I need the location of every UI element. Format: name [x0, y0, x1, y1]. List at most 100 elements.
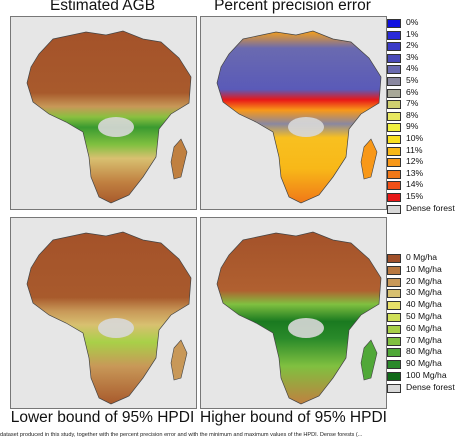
- legend-label: 10 Mg/ha: [406, 263, 442, 274]
- legend-label: 100 Mg/ha: [406, 370, 447, 380]
- legend-swatch: [387, 19, 401, 28]
- map-panel-lower-bound: [10, 217, 197, 409]
- legend-swatch: [387, 146, 401, 156]
- legend-label: 12%: [406, 156, 424, 167]
- legend-label: 90 Mg/ha: [406, 358, 442, 369]
- legend-item: 4%: [386, 63, 472, 76]
- legend-item: 0 Mg/ha: [386, 252, 472, 265]
- legend-swatch: [387, 289, 401, 299]
- legend-label: 15%: [406, 191, 424, 201]
- title-higher-bound-hpdi: Higher bound of 95% HPDI: [200, 409, 387, 426]
- legend-item: 10%: [386, 133, 472, 146]
- legend-item: 1%: [386, 28, 472, 42]
- legend-item: 7%: [386, 98, 472, 111]
- legend-swatch: [387, 265, 401, 275]
- legend-swatch: [387, 30, 401, 40]
- legend-swatch: [387, 65, 401, 75]
- legend-swatch: [387, 123, 401, 133]
- legend-swatch: [387, 181, 401, 191]
- legend-item: 9%: [386, 121, 472, 134]
- legend-label: 30 Mg/ha: [406, 287, 442, 298]
- africa-agb-map: [26, 30, 192, 204]
- legend-item: 6%: [386, 86, 472, 100]
- legend-swatch: [387, 277, 401, 287]
- legend-label: Dense forest: [406, 381, 455, 392]
- legend-item: Dense forest: [386, 381, 472, 395]
- legend-label: 60 Mg/ha: [406, 322, 442, 333]
- title-lower-bound-hpdi: Lower bound of 95% HPDI: [10, 409, 195, 426]
- legend-item: 0%: [386, 17, 472, 30]
- map-panel-percent-precision-error: [200, 16, 387, 210]
- figure-caption: dataset produced in this study, together…: [0, 432, 363, 438]
- legend-swatch: [387, 77, 401, 86]
- legend-label: 14%: [406, 179, 424, 190]
- legend-swatch: [387, 383, 401, 393]
- legend-swatch: [387, 360, 401, 370]
- legend-item: 70 Mg/ha: [386, 334, 472, 348]
- legend-swatch: [387, 111, 401, 121]
- legend-item: 12%: [386, 156, 472, 169]
- legend-item: 5%: [386, 75, 472, 88]
- legend-swatch: [387, 88, 401, 98]
- legend-label: 0 Mg/ha: [406, 252, 438, 262]
- legend-label: 80 Mg/ha: [406, 346, 442, 357]
- legend-item: 40 Mg/ha: [386, 299, 472, 312]
- legend-label: 0%: [406, 17, 419, 27]
- legend-item: 13%: [386, 167, 472, 181]
- legend-swatch: [387, 348, 401, 358]
- legend-label: 3%: [406, 51, 419, 62]
- legend-label: 8%: [406, 109, 419, 120]
- legend-swatch: [387, 169, 401, 179]
- legend-swatch: [387, 42, 401, 52]
- legend-swatch: [387, 100, 401, 110]
- legend-swatch: [387, 336, 401, 346]
- legend-label: 10%: [406, 133, 424, 143]
- legend-label: 20 Mg/ha: [406, 275, 442, 286]
- legend-swatch: [387, 193, 401, 202]
- legend-label: 9%: [406, 121, 419, 132]
- legend-label: 11%: [406, 144, 423, 155]
- legend-swatch: [387, 324, 401, 334]
- legend-item: 2%: [386, 40, 472, 53]
- legend-item: 80 Mg/ha: [386, 346, 472, 359]
- legend-item: 60 Mg/ha: [386, 322, 472, 336]
- legend-swatch: [387, 301, 401, 311]
- legend-swatch: [387, 204, 401, 214]
- legend-label: 2%: [406, 40, 419, 51]
- legend-item: 100 Mg/ha: [386, 370, 472, 383]
- legend-swatch: [387, 53, 401, 63]
- legend-item: Dense forest: [386, 202, 472, 216]
- legend-item: 3%: [386, 51, 472, 65]
- legend-label: 70 Mg/ha: [406, 334, 442, 345]
- legend-label: 13%: [406, 167, 424, 178]
- legend-label: Dense forest: [406, 202, 455, 213]
- legend-label: 4%: [406, 63, 419, 74]
- map-panel-higher-bound: [200, 217, 387, 409]
- africa-higher-bound-map: [216, 231, 382, 405]
- legend-label: 50 Mg/ha: [406, 311, 442, 321]
- legend-label: 6%: [406, 86, 419, 97]
- legend-item: 8%: [386, 109, 472, 123]
- legend-swatch: [387, 372, 401, 381]
- legend-item: 15%: [386, 191, 472, 204]
- legend-item: 30 Mg/ha: [386, 287, 472, 300]
- legend-swatch: [387, 313, 401, 322]
- legend-swatch: [387, 135, 401, 144]
- legend-item: 50 Mg/ha: [386, 311, 472, 324]
- legend-label: 1%: [406, 28, 419, 39]
- africa-lower-bound-map: [26, 231, 192, 405]
- legend-agb: 0 Mg/ha 10 Mg/ha 20 Mg/ha 30 Mg/ha 40 Mg/ha 5…: [386, 252, 472, 403]
- legend-swatch: [387, 254, 401, 263]
- legend-label: 40 Mg/ha: [406, 299, 442, 310]
- legend-item: 11%: [386, 144, 472, 158]
- legend-swatch: [387, 158, 401, 168]
- map-panel-estimated-agb: [10, 16, 197, 210]
- title-estimated-agb: Estimated AGB: [49, 0, 156, 14]
- legend-item: 20 Mg/ha: [386, 275, 472, 289]
- title-percent-precision-error: Percent precision error: [214, 0, 371, 14]
- legend-item: 90 Mg/ha: [386, 358, 472, 371]
- legend-label: 7%: [406, 98, 419, 109]
- legend-percent-error: 0% 1% 2% 3% 4% 5% 6% 7% 8% 9% 10% 11% 12% 13% 14% 15% De…: [386, 17, 472, 218]
- legend-item: 14%: [386, 179, 472, 192]
- africa-error-map: [216, 30, 382, 204]
